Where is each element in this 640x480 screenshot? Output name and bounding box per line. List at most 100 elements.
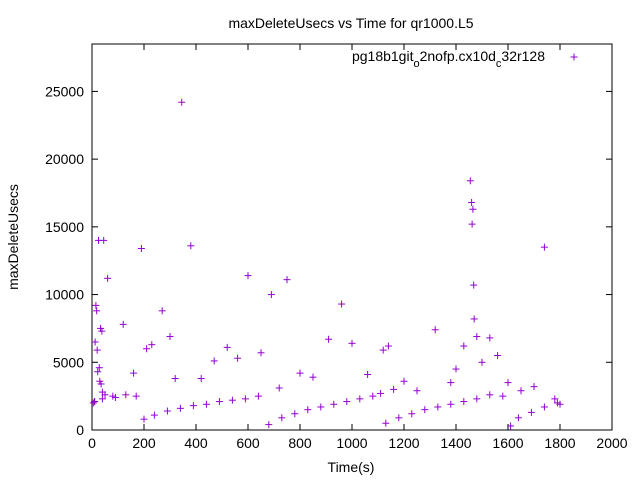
y-tick-label: 10000 <box>45 287 84 303</box>
data-point <box>540 243 548 251</box>
x-tick-label: 1200 <box>388 435 419 451</box>
data-point <box>275 384 283 392</box>
data-points <box>89 98 564 430</box>
data-point <box>158 307 166 315</box>
data-point <box>514 414 522 422</box>
data-point <box>408 410 416 418</box>
data-point <box>94 368 102 376</box>
data-point <box>434 403 442 411</box>
data-point <box>98 395 106 403</box>
data-point <box>356 395 364 403</box>
data-point <box>291 410 299 418</box>
plot-frame <box>91 43 613 431</box>
y-tick-label: 0 <box>76 422 84 438</box>
data-point <box>197 375 205 383</box>
data-point <box>507 422 515 430</box>
data-point <box>95 364 103 372</box>
data-point <box>93 346 101 354</box>
data-point <box>267 291 275 299</box>
data-point <box>223 343 231 351</box>
data-point <box>202 400 210 408</box>
data-point <box>379 346 387 354</box>
data-point <box>89 399 97 407</box>
data-point <box>469 205 477 213</box>
data-point <box>228 396 236 404</box>
y-axis: 0 5000 10000 15000 20000 25000 <box>45 83 612 438</box>
data-point <box>265 421 273 429</box>
data-point <box>460 342 468 350</box>
x-tick-label: 0 <box>88 435 96 451</box>
data-point <box>119 320 127 328</box>
data-point <box>244 272 252 280</box>
y-tick-label: 25000 <box>45 83 84 99</box>
data-point <box>470 315 478 323</box>
data-point <box>364 370 372 378</box>
data-point <box>504 379 512 387</box>
data-point <box>470 281 478 289</box>
x-tick-label: 1400 <box>440 435 471 451</box>
legend: pg18b1gito2nofp.cx10dc32r128 <box>352 48 578 70</box>
data-point <box>369 392 377 400</box>
data-point <box>166 333 174 341</box>
data-point <box>130 369 138 377</box>
data-point <box>343 398 351 406</box>
data-point <box>241 395 249 403</box>
data-point <box>473 395 481 403</box>
data-point <box>452 365 460 373</box>
data-point <box>421 406 429 414</box>
x-axis-title: Time(s) <box>328 459 375 475</box>
legend-label: pg18b1gito2nofp.cx10dc32r128 <box>352 48 545 70</box>
data-point <box>296 369 304 377</box>
data-point <box>91 398 99 406</box>
data-point <box>283 276 291 284</box>
data-point <box>395 414 403 422</box>
data-point <box>210 357 218 365</box>
data-point <box>390 385 398 393</box>
data-point <box>460 398 468 406</box>
y-tick-label: 20000 <box>45 151 84 167</box>
y-axis-title: maxDeleteUsecs <box>5 184 21 290</box>
data-point <box>122 391 130 399</box>
data-point <box>468 198 476 206</box>
y-tick-label: 5000 <box>53 354 84 370</box>
data-point <box>189 402 197 410</box>
data-point <box>551 395 559 403</box>
data-point <box>413 387 421 395</box>
data-point <box>111 393 119 401</box>
data-point <box>348 339 356 347</box>
data-point <box>143 345 151 353</box>
data-point <box>104 274 112 282</box>
data-point <box>278 414 286 422</box>
data-point <box>553 399 561 407</box>
chart-title: maxDeleteUsecs vs Time for qr1000.L5 <box>228 15 473 31</box>
data-point <box>540 403 548 411</box>
data-point <box>309 373 317 381</box>
data-point <box>93 307 101 315</box>
data-point <box>97 380 105 388</box>
data-point <box>447 400 455 408</box>
data-point <box>330 400 338 408</box>
data-point <box>499 392 507 400</box>
x-tick-label: 400 <box>184 435 208 451</box>
data-point <box>486 334 494 342</box>
data-point <box>338 300 346 308</box>
data-point <box>101 391 109 399</box>
y-tick-label: 15000 <box>45 219 84 235</box>
data-point <box>100 236 108 244</box>
data-point <box>91 338 99 346</box>
data-point <box>517 387 525 395</box>
data-point <box>234 354 242 362</box>
data-point <box>176 404 184 412</box>
data-point <box>382 419 390 427</box>
data-point <box>304 406 312 414</box>
data-point <box>137 245 145 253</box>
data-point <box>431 326 439 334</box>
legend-marker-plus <box>570 53 578 61</box>
x-tick-label: 1600 <box>492 435 523 451</box>
data-point <box>257 349 265 357</box>
x-tick-label: 1000 <box>336 435 367 451</box>
x-axis: 0 200 400 600 800 1000 1200 1400 1600 1800 2000 <box>88 44 628 451</box>
data-point <box>530 383 538 391</box>
